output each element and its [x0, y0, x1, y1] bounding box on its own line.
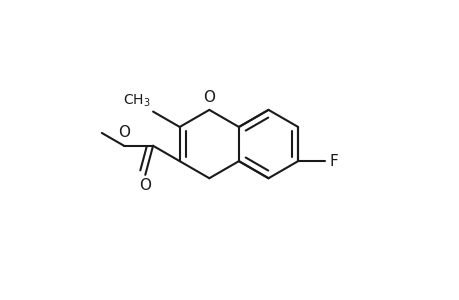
Text: O: O — [139, 178, 151, 193]
Text: O: O — [118, 125, 130, 140]
Text: O: O — [203, 89, 215, 104]
Text: CH$_3$: CH$_3$ — [123, 93, 151, 109]
Text: F: F — [328, 154, 337, 169]
